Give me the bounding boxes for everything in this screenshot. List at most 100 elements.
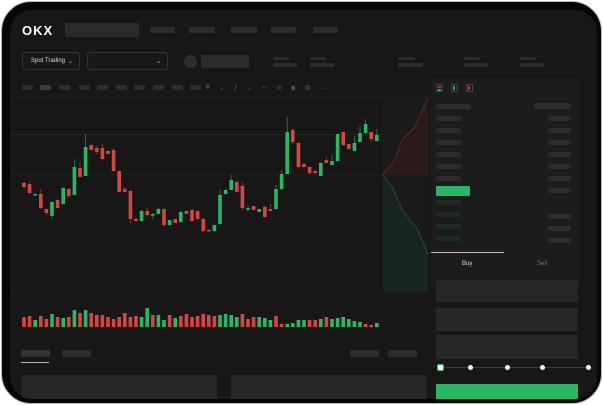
app-screen: OKX Spot Trading ⌄ ⌄ ⩩ ⌄ ƒ ⌄ ∼ ⊘ ◙ ⚙ ⛶ <box>10 10 597 399</box>
buy-tab[interactable]: Buy <box>462 261 473 267</box>
total-input[interactable] <box>436 335 578 359</box>
volume-bar <box>162 320 166 327</box>
timeframe-button[interactable] <box>97 85 108 90</box>
bottom-panel-right <box>231 375 427 399</box>
slider-mark-25[interactable] <box>468 365 473 370</box>
timeframe-button[interactable] <box>172 85 183 90</box>
candle-body <box>229 180 233 190</box>
candle-body <box>235 182 239 192</box>
okx-logo[interactable]: OKX <box>22 23 54 38</box>
orderbook-price[interactable] <box>436 176 461 181</box>
candlestick-chart[interactable] <box>10 10 430 340</box>
line-tool-icon[interactable]: ∼ <box>261 85 268 92</box>
pair-dropdown[interactable]: ⌄ <box>87 52 168 70</box>
candle-body <box>67 189 71 196</box>
orderbook-bids-icon[interactable] <box>451 84 458 92</box>
orderbook-both-icon[interactable] <box>436 84 443 92</box>
timeframe-button[interactable] <box>22 85 33 90</box>
buy-tab-underline <box>431 252 504 253</box>
ruler-icon[interactable]: ⊘ <box>276 85 283 92</box>
volume-bar <box>229 315 233 327</box>
filter-button[interactable] <box>350 350 379 357</box>
stat-label <box>398 57 415 60</box>
nav-item[interactable] <box>231 27 257 33</box>
nav-item[interactable] <box>150 27 175 33</box>
orderbook-price[interactable] <box>436 236 461 241</box>
slider-mark-50[interactable] <box>505 365 510 370</box>
volume-bar <box>50 314 54 327</box>
orderbook-price[interactable] <box>436 152 461 157</box>
volume-bar <box>212 316 217 327</box>
pair-price <box>201 55 249 68</box>
volume-bar <box>22 317 26 327</box>
settings-icon[interactable]: ⚙ <box>304 85 311 92</box>
camera-icon[interactable]: ◙ <box>291 84 296 92</box>
candle-body <box>106 151 110 154</box>
chevron-down-icon: ⌄ <box>155 58 161 65</box>
volume-bar <box>263 318 267 327</box>
volume-bar <box>195 316 200 327</box>
candle-body <box>78 168 82 177</box>
candle-body <box>162 209 166 225</box>
sell-tab[interactable]: Sell <box>537 261 548 267</box>
candle-body <box>307 167 312 173</box>
volume-bar <box>335 318 340 327</box>
order-book-panel <box>431 79 580 287</box>
nav-item[interactable] <box>189 27 215 33</box>
candle-body <box>274 189 278 209</box>
candle-body <box>240 186 245 208</box>
timeframe-button[interactable] <box>134 85 145 90</box>
amount-slider[interactable] <box>441 367 589 368</box>
indicator-icon[interactable]: ƒ <box>233 84 238 92</box>
slider-mark-100[interactable] <box>586 365 591 370</box>
orderbook-price[interactable] <box>436 164 461 169</box>
candle-body <box>218 195 222 224</box>
tab-underline <box>21 362 49 363</box>
timeframe-button[interactable] <box>79 85 90 90</box>
candle-body <box>285 132 289 174</box>
search-box[interactable] <box>65 23 139 37</box>
orderbook-price[interactable] <box>436 224 461 229</box>
volume-bar <box>100 315 105 327</box>
amount-input[interactable] <box>436 308 578 331</box>
candle-body <box>184 211 189 214</box>
chevron-down-icon[interactable]: ⌄ <box>218 85 225 92</box>
timeframe-button[interactable] <box>116 85 127 90</box>
timeframe-button[interactable] <box>59 85 70 90</box>
orderbook-price[interactable] <box>436 212 461 217</box>
volume-bar <box>268 320 273 327</box>
orderbook-price[interactable] <box>436 140 461 145</box>
volume-bar <box>55 317 60 327</box>
candle-body <box>319 163 323 176</box>
tab-open-orders[interactable] <box>21 350 50 357</box>
coin-icon <box>184 55 197 68</box>
divider <box>10 97 430 98</box>
timeframe-button[interactable] <box>190 85 201 90</box>
volume-bar <box>111 319 116 327</box>
timeframe-button[interactable] <box>40 85 51 90</box>
orderbook-price[interactable] <box>436 128 461 133</box>
tab-order-history[interactable] <box>62 350 91 357</box>
price-input[interactable] <box>436 280 578 302</box>
orderbook-price[interactable] <box>436 116 461 121</box>
orderbook-price[interactable] <box>436 200 461 205</box>
timeframe-button[interactable] <box>153 85 164 90</box>
slider-mark-75[interactable] <box>540 365 545 370</box>
market-type-dropdown[interactable]: Spot Trading ⌄ <box>22 52 80 70</box>
candle-type-icon[interactable]: ⩩ <box>206 84 210 91</box>
nav-item[interactable] <box>313 27 338 33</box>
view-all-button[interactable] <box>388 350 417 357</box>
volume-bar <box>95 315 99 327</box>
volume-bar <box>117 317 121 327</box>
nav-item[interactable] <box>271 27 296 33</box>
gridline <box>10 292 430 293</box>
candle-body <box>83 147 88 176</box>
orderbook-asks-icon[interactable] <box>466 84 473 92</box>
slider-handle[interactable] <box>437 364 444 371</box>
volume-bar <box>44 319 49 327</box>
buy-button[interactable] <box>436 384 578 399</box>
chevron-down-icon[interactable]: ⌄ <box>246 85 253 92</box>
depth-bid-area <box>383 175 428 292</box>
fullscreen-icon[interactable]: ⛶ <box>319 84 325 91</box>
